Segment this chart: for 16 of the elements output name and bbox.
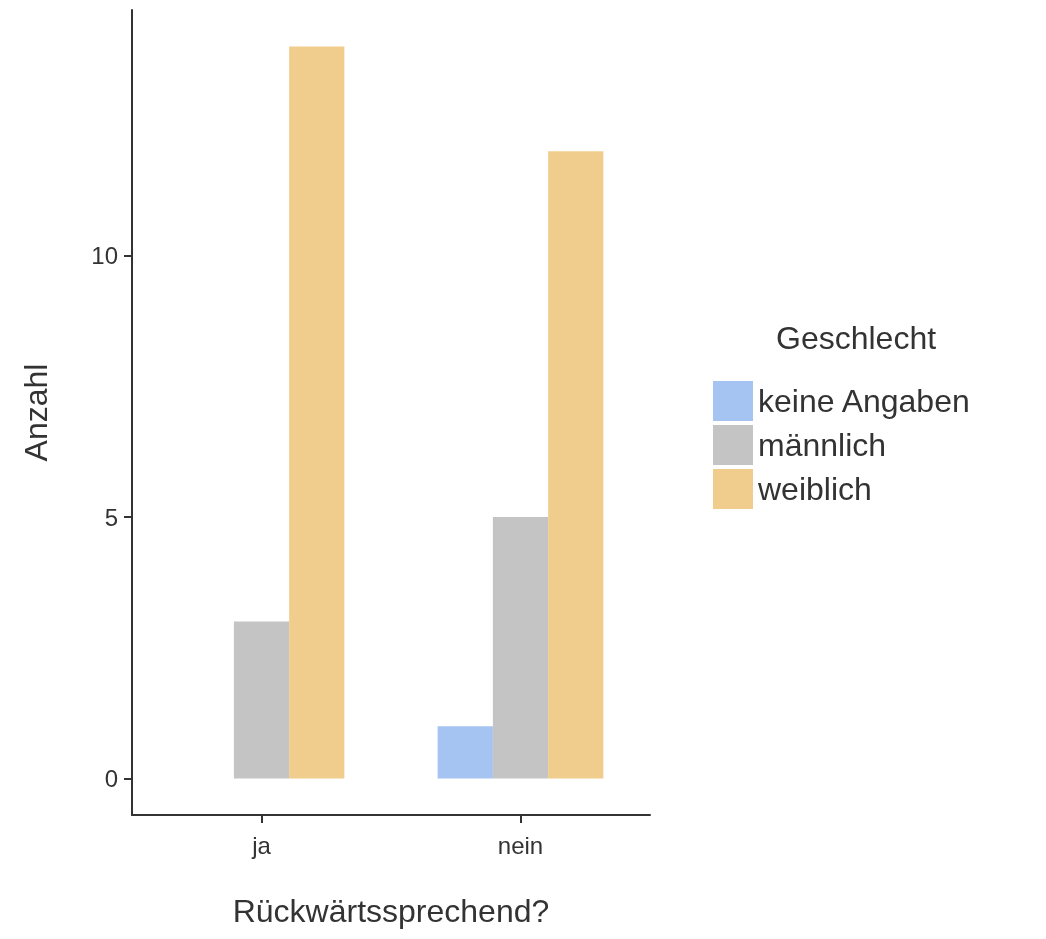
x-tick-label: ja: [251, 831, 272, 859]
legend-label: keine Angaben: [758, 383, 970, 419]
bar: [437, 726, 493, 779]
legend-title: Geschlecht: [776, 320, 937, 356]
legend-label: weiblich: [757, 471, 872, 507]
x-tick-label: nein: [497, 831, 544, 859]
bar: [548, 151, 604, 779]
x-axis-title: Rückwärtssprechend?: [232, 893, 550, 929]
bar: [289, 46, 345, 779]
bar: [492, 517, 549, 779]
y-tick-label: 0: [104, 764, 118, 792]
legend-label: männlich: [758, 427, 887, 463]
bar: [233, 621, 290, 779]
y-axis-title: Anzahl: [18, 363, 54, 462]
y-tick-label: 10: [91, 242, 118, 270]
y-tick-label: 5: [104, 503, 118, 531]
